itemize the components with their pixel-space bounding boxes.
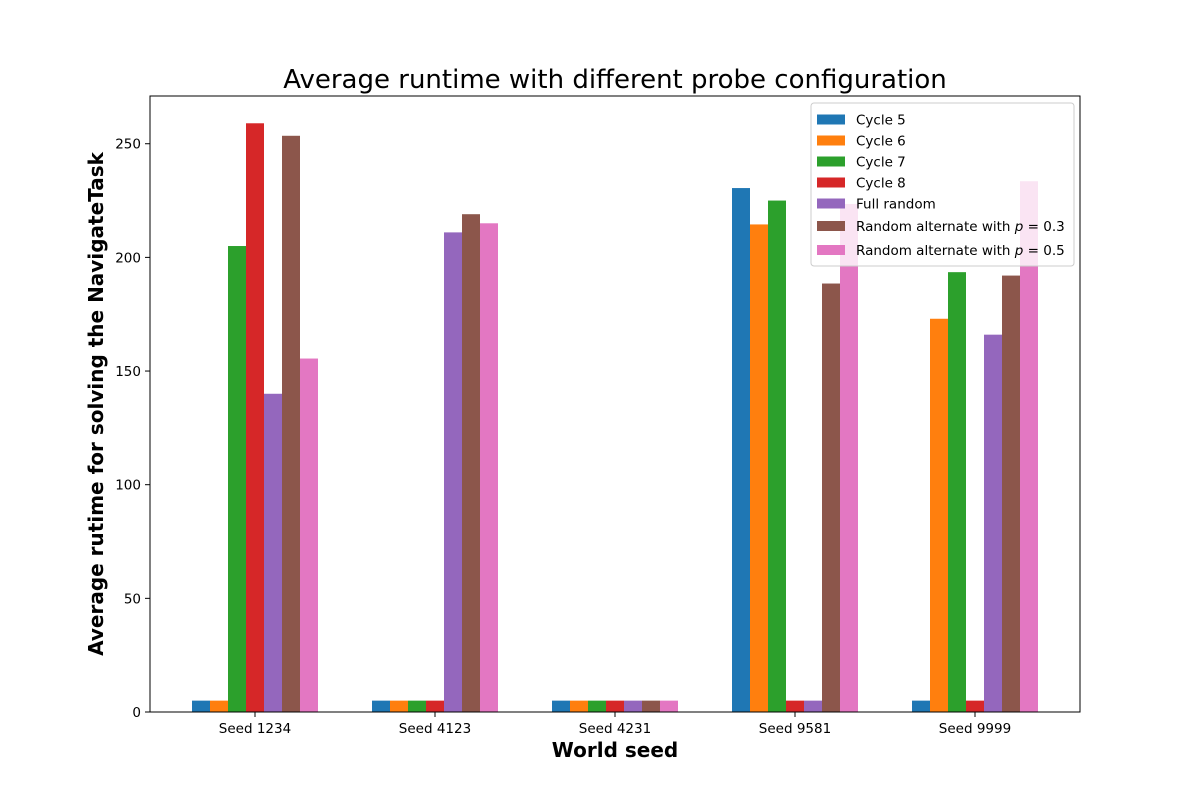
bar-7-seed-4123: [480, 223, 498, 713]
bar-5-seed-1234: [264, 393, 282, 712]
bar-1-seed-1234: [192, 700, 210, 712]
legend-label: Cycle 7: [856, 155, 906, 171]
legend-swatch: [817, 135, 845, 146]
y-tick-label: 250: [115, 137, 141, 153]
y-tick-label: 200: [115, 250, 141, 266]
legend-swatch: [817, 156, 845, 167]
legend-swatch: [817, 114, 845, 125]
x-axis-ticks: Seed 1234 Seed 4123 Seed 4231 Seed 9581 Seed…: [219, 712, 1011, 737]
bar-3-seed-1234: [228, 246, 246, 712]
bar-4-seed-1234: [246, 123, 264, 713]
bar-3-seed-4231: [588, 700, 606, 712]
legend-label: Random alternate with p = 0.3: [856, 219, 1065, 235]
bar-6-seed-9581: [822, 283, 840, 712]
bar-5-seed-9999: [984, 334, 1002, 712]
legend-label: Full random: [856, 197, 936, 213]
bar-6-seed-9999: [1002, 275, 1020, 712]
legend-label: Cycle 6: [856, 134, 906, 150]
bar-1-seed-4231: [552, 700, 570, 712]
y-tick-label: 150: [115, 364, 141, 380]
y-axis-label: Average rutime for solving the NavigateT…: [84, 151, 108, 655]
x-tick-label: Seed 4231: [579, 721, 651, 737]
bar-3-seed-9581: [768, 200, 786, 712]
legend-swatch: [817, 221, 845, 231]
bar-7-seed-1234: [300, 358, 318, 712]
bar-4-seed-9581: [786, 700, 804, 712]
bar-4-seed-9999: [966, 700, 984, 712]
legend-label: Cycle 5: [856, 113, 906, 129]
y-tick-label: 100: [115, 478, 141, 494]
y-tick-label: 0: [132, 705, 141, 721]
bar-6-seed-4231: [642, 700, 660, 712]
bar-6-seed-1234: [282, 135, 300, 713]
bar-1-seed-4123: [372, 700, 390, 712]
legend-box: [810, 102, 1075, 267]
legend: Cycle 5 Cycle 6 Cycle 7 Cycle 8 Full random R…: [810, 102, 1075, 267]
bar-2-seed-9999: [930, 318, 948, 712]
legend-swatch: [817, 245, 845, 255]
x-axis-label: World seed: [552, 738, 678, 762]
bar-2-seed-9581: [750, 224, 768, 712]
bar-3-seed-4123: [408, 700, 426, 712]
bar-4-seed-4231: [606, 700, 624, 712]
bar-5-seed-4123: [444, 232, 462, 712]
legend-swatch: [817, 198, 845, 209]
y-axis-ticks: 0 50 100 150 200 250: [115, 137, 150, 721]
legend-label: Random alternate with p = 0.5: [856, 243, 1065, 259]
bars-group: [192, 123, 1038, 713]
bar-4-seed-4123: [426, 700, 444, 712]
x-tick-label: Seed 1234: [219, 721, 291, 737]
bar-3-seed-9999: [948, 272, 966, 712]
bar-1-seed-9999: [912, 700, 930, 712]
bar-7-seed-9999: [1020, 181, 1038, 712]
bar-7-seed-4231: [660, 700, 678, 712]
bar-1-seed-9581: [732, 188, 750, 713]
legend-label: Cycle 8: [856, 176, 906, 192]
x-tick-label: Seed 9999: [939, 721, 1011, 737]
legend-swatch: [817, 177, 845, 188]
bar-5-seed-9581: [804, 700, 822, 712]
y-tick-label: 50: [124, 591, 141, 607]
chart-title: Average runtime with different probe con…: [283, 65, 947, 95]
bar-2-seed-1234: [210, 700, 228, 712]
bar-2-seed-4231: [570, 700, 588, 712]
bar-5-seed-4231: [624, 700, 642, 712]
x-tick-label: Seed 4123: [399, 721, 471, 737]
x-tick-label: Seed 9581: [759, 721, 831, 737]
bar-2-seed-4123: [390, 700, 408, 712]
bar-6-seed-4123: [462, 214, 480, 712]
bar-7-seed-9581: [840, 203, 858, 713]
